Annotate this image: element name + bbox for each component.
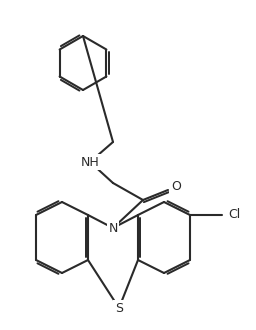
Text: NH: NH [81,155,99,169]
Text: S: S [115,302,123,314]
Text: Cl: Cl [228,209,240,221]
Text: O: O [171,181,181,193]
Text: N: N [108,221,118,235]
